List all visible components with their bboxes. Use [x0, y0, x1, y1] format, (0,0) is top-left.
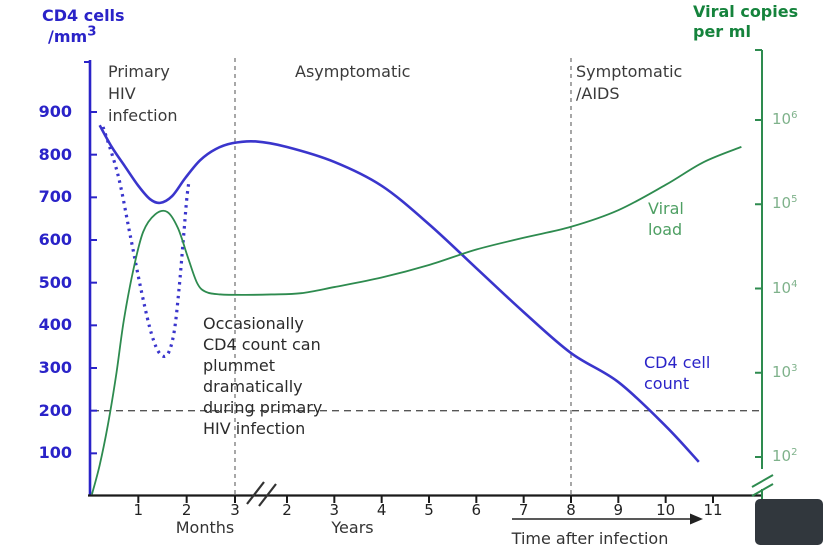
left-tick-label-300: 300 — [38, 357, 72, 377]
phase-label-primary-hiv-infection: Primary HIV infection — [108, 62, 178, 125]
x-tick-label-year-4: 4 — [376, 501, 387, 519]
x-axis-time-after-infection-label: Time after infection — [511, 529, 669, 548]
x-axis-months-label: Months — [175, 518, 235, 537]
left-tick-label-800: 800 — [38, 144, 72, 164]
x-tick-label-year-5: 5 — [424, 501, 434, 519]
right-tick-label-10e4: 104 — [772, 278, 798, 297]
left-axis-title-line2: /mm3 — [48, 24, 97, 47]
x-tick-label-month-2: 2 — [181, 501, 192, 519]
x-tick-label-year-10: 10 — [656, 501, 676, 519]
left-tick-label-500: 500 — [38, 272, 72, 292]
left-tick-label-100: 100 — [38, 443, 72, 463]
x-axis-break-slash-1 — [246, 481, 265, 505]
left-axis-title-line1: CD4 cells — [42, 6, 125, 25]
right-axis-title-line1: Viral copies — [693, 2, 799, 21]
right-tick-label-10e5: 105 — [772, 194, 798, 213]
x-tick-label-month-3: 3 — [230, 501, 240, 519]
x-tick-label-year-6: 6 — [471, 501, 482, 519]
right-tick-label-10e2: 102 — [772, 447, 798, 465]
time-arrow-head — [690, 513, 703, 525]
x-tick-label-year-9: 9 — [613, 501, 624, 519]
x-axis-years-label: Years — [331, 518, 374, 537]
right-axis-break-slash-1 — [751, 474, 774, 488]
left-tick-label-700: 700 — [38, 187, 72, 207]
curve-cd4-occasional-plummet-during-primary-infection — [101, 126, 191, 359]
right-tick-label-10e3: 103 — [772, 362, 798, 381]
right-tick-label-10e6: 106 — [772, 110, 798, 128]
right-axis-break-slash-2 — [751, 483, 774, 497]
series-label-viral-load: Viral load — [648, 199, 684, 239]
x-tick-label-month-1: 1 — [133, 501, 144, 519]
phase-label-symptomatic-aids: Symptomatic /AIDS — [576, 62, 683, 103]
left-tick-label-400: 400 — [38, 315, 72, 335]
x-tick-label-year-11: 11 — [703, 501, 723, 519]
left-axis-unit-exponent: 3 — [87, 24, 97, 40]
left-tick-label-200: 200 — [38, 400, 72, 420]
curve-cd4-cell-count — [98, 124, 700, 463]
x-tick-label-year-8: 8 — [566, 501, 576, 519]
x-tick-label-year-7: 7 — [518, 501, 529, 519]
left-tick-label-600: 600 — [38, 229, 72, 249]
bottom-right-dark-box — [755, 499, 823, 545]
right-axis-title-line2: per ml — [693, 22, 751, 41]
annotation-cd4-plummet: Occasionally CD4 count can plummet drama… — [203, 314, 323, 438]
curve-viral-load — [91, 146, 742, 495]
x-tick-label-year-2: 2 — [282, 501, 292, 519]
phase-label-asymptomatic: Asymptomatic — [295, 62, 411, 81]
x-tick-label-year-3: 3 — [329, 501, 340, 519]
series-label-cd4-cell-count: CD4 cell count — [644, 353, 711, 393]
left-tick-label-900: 900 — [38, 101, 72, 121]
x-axis-break-slash-2 — [258, 483, 277, 507]
left-axis-unit-base: /mm — [48, 27, 88, 46]
